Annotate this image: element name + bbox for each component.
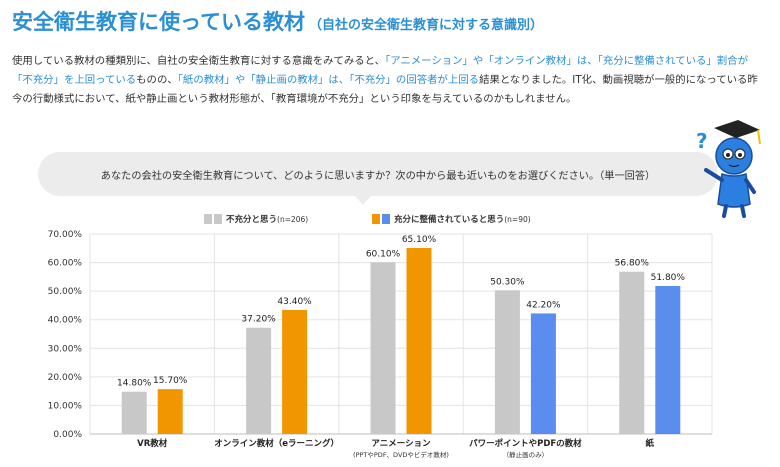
y-tick-label: 20.00% [48,373,83,383]
data-label: 42.20% [526,300,561,310]
data-label: 56.80% [615,259,650,269]
bar [246,327,272,434]
legend-swatch-gray-2 [214,214,222,224]
legend-swatch-gray [204,214,212,224]
legend-item-insufficient: 不充分と思う (n=206) [204,213,308,225]
y-tick-label: 50.00% [48,287,83,297]
data-label: 15.70% [153,376,188,386]
data-label: 50.30% [490,277,525,287]
legend-label: 不充分と思う [226,215,278,225]
legend-item-sufficient: 充分に整備されていると思う (n=90) [372,213,531,225]
bar [619,271,645,434]
title-subtitle: （自社の安全衛生教育に対する意識別） [308,18,543,33]
bar [121,391,147,434]
body-text-segment: 結果となりました。IT化、動画視聴が一般的になっている昨今の行動様式において、紙… [12,74,758,105]
x-tick-label: パワーポイントやPDFの教材 [469,438,582,449]
bar [406,248,432,434]
x-tick-label: オンライン教材（eラーニング） [214,438,339,449]
question-mark-icon: ? [696,129,708,153]
x-tick-label: アニメーション [371,439,431,449]
data-label: 37.20% [241,315,276,325]
data-label: 43.40% [277,297,312,307]
legend-n: (n=206) [277,214,309,224]
y-tick-label: 0.00% [53,430,82,440]
bar [157,389,183,434]
page-title: 安全衛生教育に使っている教材 （自社の安全衛生教育に対する意識別） [12,6,543,36]
mascot-illustration: ? [696,120,761,218]
x-tick-label: VR教材 [137,438,168,449]
body-text-segment: 使用している教材の種類別に、自社の安全衛生教育に対する意識をみてみると、 [12,55,386,67]
y-tick-label: 30.00% [48,344,83,354]
bar-chart: 0.00% 10.00% 20.00% 30.00% 40.00% 50.00% 60.00… [48,230,713,459]
highlighted-text: 「アニメーション」や「オンライン教材」は、「充分に整備されている」割合が「不充分… [12,55,748,86]
y-tick-label: 70.00% [48,230,83,240]
question-bubble: あなたの会社の安全衛生教育について、どのように思いますか？次の中から最も近いもの… [38,152,718,205]
bar [530,313,556,434]
data-label: 51.80% [651,273,686,283]
body-text-segment: ものの、 [136,74,178,86]
title-main: 安全衛生教育に使っている教材 [12,10,305,34]
bar [370,262,396,434]
data-label: 60.10% [366,249,401,259]
y-tick-label: 60.00% [48,259,83,269]
y-tick-label: 40.00% [48,316,83,326]
bar [655,286,681,434]
highlighted-text: 「紙の教材」や「静止画の教材」は、「不充分」の回答者が上回る [177,74,480,86]
legend-swatch-orange [372,214,380,224]
question-text: あなたの会社の安全衛生教育について、どのように思いますか？次の中から最も近いもの… [100,170,656,182]
bar [282,310,308,434]
x-tick-sublabel: （静止画のみ） [503,450,549,459]
y-tick-label: 10.00% [48,401,83,411]
legend-n: (n=90) [504,214,531,224]
data-label: 65.10% [402,235,437,245]
bar [494,290,520,434]
legend-label: 充分に整備されていると思う [394,215,505,225]
x-tick-sublabel: (PPTやPDF、DVDやビデオ教材) [353,450,449,459]
legend-swatch-blue [382,214,390,224]
x-tick-label: 紙 [646,438,655,449]
description-text: 使用している教材の種類別に、自社の安全衛生教育に対する意識をみてみると、「アニメ… [12,52,764,109]
data-label: 14.80% [117,379,152,389]
